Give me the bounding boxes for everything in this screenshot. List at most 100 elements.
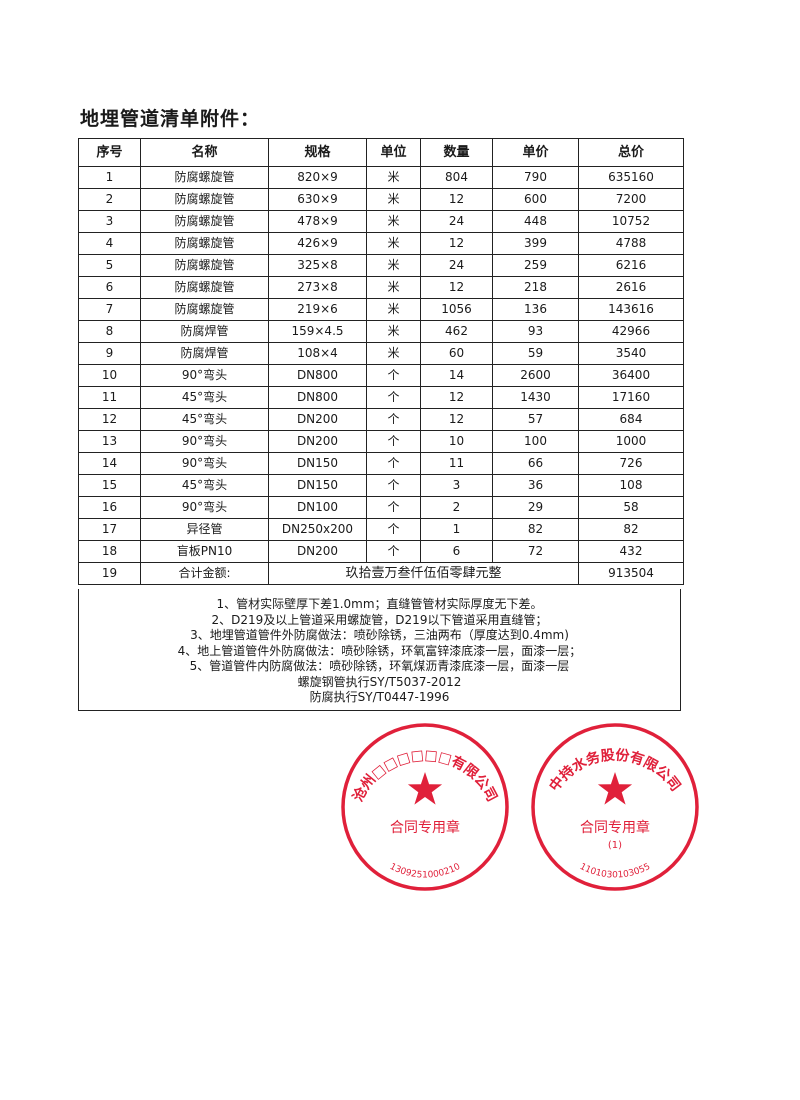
table-cell: 1 bbox=[420, 518, 493, 541]
table-row: 9 防腐焊管 108×4 米 60 59 3540 bbox=[78, 342, 684, 365]
table-cell: 个 bbox=[366, 496, 421, 519]
table-cell: 29 bbox=[492, 496, 579, 519]
table-cell: 1056 bbox=[420, 298, 493, 321]
table-cell: 7 bbox=[78, 298, 141, 321]
table-cell: 630×9 bbox=[268, 188, 367, 211]
table-cell: 12 bbox=[420, 188, 493, 211]
table-cell: 6 bbox=[78, 276, 141, 299]
table-cell: 59 bbox=[492, 342, 579, 365]
table-cell: 108 bbox=[578, 474, 684, 497]
table-cell: 19 bbox=[78, 562, 141, 585]
table-cell: 米 bbox=[366, 298, 421, 321]
table-cell: DN800 bbox=[268, 364, 367, 387]
table-cell: 11 bbox=[420, 452, 493, 475]
seal-code: 1101030103055 bbox=[578, 862, 652, 881]
table-cell: 60 bbox=[420, 342, 493, 365]
table-cell: 820×9 bbox=[268, 166, 367, 189]
table-cell: 72 bbox=[492, 540, 579, 563]
seal-sub-text: (1) bbox=[608, 840, 622, 851]
column-header: 总价 bbox=[578, 138, 684, 167]
table-row: 8 防腐焊管 159×4.5 米 462 93 42966 bbox=[78, 320, 684, 343]
table-cell: 12 bbox=[420, 276, 493, 299]
table-cell: 57 bbox=[492, 408, 579, 431]
table-cell: 159×4.5 bbox=[268, 320, 367, 343]
column-header: 名称 bbox=[140, 138, 269, 167]
table-cell: 9 bbox=[78, 342, 141, 365]
table-cell: 2616 bbox=[578, 276, 684, 299]
table-row: 1 防腐螺旋管 820×9 米 804 790 635160 bbox=[78, 166, 684, 189]
table-cell: 防腐螺旋管 bbox=[140, 298, 269, 321]
table-cell: 108×4 bbox=[268, 342, 367, 365]
table-row: 14 90°弯头 DN150 个 11 66 726 bbox=[78, 452, 684, 475]
table-cell: 米 bbox=[366, 254, 421, 277]
note-line: 4、地上管道管件外防腐做法：喷砂除锈，环氧富锌漆底漆一层，面漆一层； bbox=[177, 643, 582, 658]
table-cell: 米 bbox=[366, 166, 421, 189]
table-cell: 12 bbox=[420, 408, 493, 431]
table-cell: 42966 bbox=[578, 320, 684, 343]
table-cell: 个 bbox=[366, 430, 421, 453]
table-cell: 1000 bbox=[578, 430, 684, 453]
column-header: 序号 bbox=[78, 138, 141, 167]
table-cell: 45°弯头 bbox=[140, 474, 269, 497]
table-cell: 10 bbox=[78, 364, 141, 387]
table-cell: 90°弯头 bbox=[140, 452, 269, 475]
table-cell: 米 bbox=[366, 210, 421, 233]
table-cell: 12 bbox=[420, 232, 493, 255]
table-cell: DN150 bbox=[268, 452, 367, 475]
table-cell: DN150 bbox=[268, 474, 367, 497]
table-cell: DN250x200 bbox=[268, 518, 367, 541]
table-cell: 米 bbox=[366, 342, 421, 365]
note-line: 2、D219及以上管道采用螺旋管，D219以下管道采用直缝管； bbox=[211, 612, 548, 627]
table-cell: 82 bbox=[578, 518, 684, 541]
table-cell: 804 bbox=[420, 166, 493, 189]
table-cell: 24 bbox=[420, 210, 493, 233]
table-cell: 45°弯头 bbox=[140, 386, 269, 409]
table-cell: 13 bbox=[78, 430, 141, 453]
svg-text:1309251000210: 1309251000210 bbox=[388, 862, 463, 881]
table-cell: 82 bbox=[492, 518, 579, 541]
table-cell: 防腐螺旋管 bbox=[140, 166, 269, 189]
table-cell: 36400 bbox=[578, 364, 684, 387]
table-cell: 259 bbox=[492, 254, 579, 277]
table-cell: 防腐焊管 bbox=[140, 342, 269, 365]
table-cell: 米 bbox=[366, 320, 421, 343]
table-cell: 3540 bbox=[578, 342, 684, 365]
table-cell: 3 bbox=[420, 474, 493, 497]
table-cell: 个 bbox=[366, 408, 421, 431]
table-cell: 16 bbox=[78, 496, 141, 519]
table-cell: 米 bbox=[366, 276, 421, 299]
table-cell: 个 bbox=[366, 540, 421, 563]
page-title: 地埋管道清单附件： bbox=[80, 108, 261, 130]
table-cell: 93 bbox=[492, 320, 579, 343]
table-cell: DN100 bbox=[268, 496, 367, 519]
table-header-row: 序号 名称 规格 单位 数量 单价 总价 bbox=[78, 138, 684, 167]
table-cell: 45°弯头 bbox=[140, 408, 269, 431]
table-cell: 2 bbox=[78, 188, 141, 211]
table-cell: 个 bbox=[366, 518, 421, 541]
table-row: 3 防腐螺旋管 478×9 米 24 448 10752 bbox=[78, 210, 684, 233]
table-cell: 136 bbox=[492, 298, 579, 321]
total-amount-words: 玖拾壹万叁仟伍佰零肆元整 bbox=[268, 562, 579, 585]
seal-code: 1309251000210 bbox=[388, 862, 463, 881]
table-cell: 12 bbox=[78, 408, 141, 431]
table-cell: 325×8 bbox=[268, 254, 367, 277]
table-cell: 米 bbox=[366, 232, 421, 255]
notes-section: 1、管材实际壁厚下差1.0mm；直缝管管材实际厚度无下差。 2、D219及以上管道… bbox=[78, 589, 681, 711]
table-cell: 3 bbox=[78, 210, 141, 233]
table-row: 2 防腐螺旋管 630×9 米 12 600 7200 bbox=[78, 188, 684, 211]
note-line: 螺旋钢管执行SY/T5037-2012 bbox=[297, 674, 462, 689]
table-cell: 2 bbox=[420, 496, 493, 519]
table-cell: 15 bbox=[78, 474, 141, 497]
star-icon bbox=[407, 772, 443, 805]
table-cell: 个 bbox=[366, 452, 421, 475]
pipe-list-table: 序号 名称 规格 单位 数量 单价 总价 1 防腐螺旋管 820×9 米 804 790 635160 2… bbox=[78, 138, 684, 585]
table-cell: 218 bbox=[492, 276, 579, 299]
table-cell: DN200 bbox=[268, 408, 367, 431]
table-cell: 11 bbox=[78, 386, 141, 409]
table-cell: 90°弯头 bbox=[140, 430, 269, 453]
table-row: 16 90°弯头 DN100 个 2 29 58 bbox=[78, 496, 684, 519]
table-cell: 143616 bbox=[578, 298, 684, 321]
table-cell: 448 bbox=[492, 210, 579, 233]
table-cell: 12 bbox=[420, 386, 493, 409]
